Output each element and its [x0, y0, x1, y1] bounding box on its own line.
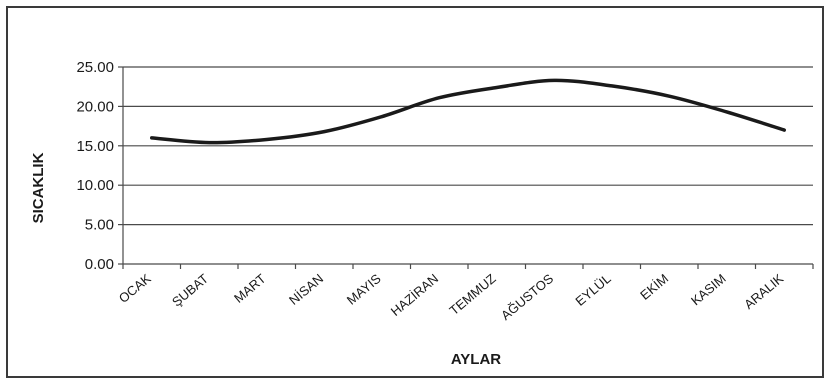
x-tick-label: TEMMUZ: [446, 271, 498, 318]
x-tick-label: ŞUBAT: [169, 271, 211, 310]
x-tick-label: EKİM: [637, 271, 671, 303]
y-tick-label: 10.00: [76, 177, 114, 194]
chart-frame: [6, 6, 824, 378]
x-tick-label: HAZİRAN: [388, 271, 441, 319]
x-tick-label: KASIM: [688, 271, 729, 309]
x-tick-label: OCAK: [116, 271, 154, 306]
y-tick-label: 25.00: [76, 59, 114, 76]
x-tick-label: AĞUSTOS: [498, 271, 556, 323]
y-tick-label: 0.00: [85, 256, 114, 273]
x-tick-label: ARALIK: [741, 271, 786, 312]
y-tick-label: 20.00: [76, 98, 114, 115]
axes-layer: [118, 66, 814, 269]
x-tick-label: MAYIS: [344, 271, 384, 308]
y-axis-title: SICAKLIK: [30, 152, 47, 223]
grid-layer: [123, 66, 813, 226]
x-tick-labels: OCAK ŞUBAT MART NİSAN MAYIS HAZİRAN TEMMUZ AĞUS…: [116, 271, 787, 323]
y-tick-labels: 0.00 5.00 10.00 15.00 20.00 25.00: [76, 59, 114, 273]
y-tick-label: 15.00: [76, 138, 114, 155]
x-tick-label: MART: [231, 271, 269, 306]
x-axis-title: AYLAR: [451, 351, 501, 368]
x-tick-label: NİSAN: [286, 271, 326, 308]
series-line: [150, 78, 786, 145]
y-tick-label: 5.00: [85, 217, 114, 234]
series-layer: [150, 78, 786, 145]
x-tick-label: EYLÜL: [572, 271, 613, 309]
